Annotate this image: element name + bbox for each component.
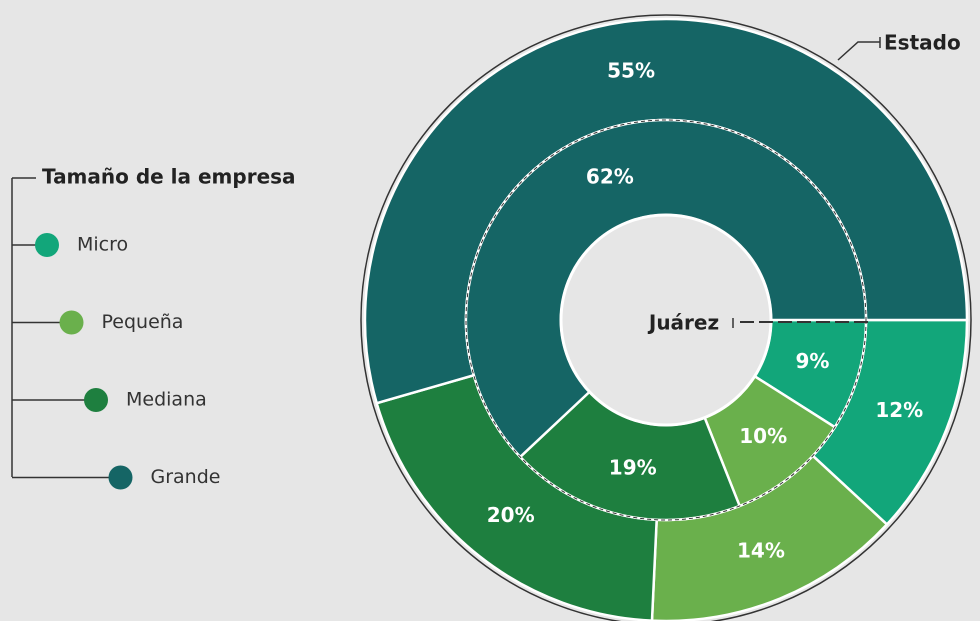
value-label: 20% bbox=[487, 503, 535, 527]
outer-border bbox=[360, 14, 972, 621]
legend-label: Pequeña bbox=[102, 311, 184, 333]
legend-label: Micro bbox=[77, 234, 128, 256]
leader-line bbox=[837, 41, 880, 61]
legend-label: Grande bbox=[151, 466, 221, 488]
value-label: 10% bbox=[739, 424, 787, 448]
hole bbox=[559, 213, 773, 427]
legend-title: Tamaño de la empresa bbox=[42, 165, 296, 189]
legend-dot bbox=[59, 310, 84, 335]
ring-label: Juárez bbox=[647, 311, 719, 335]
value-label: 12% bbox=[875, 398, 923, 422]
ring-divider bbox=[465, 119, 867, 521]
legend-label: Mediana bbox=[126, 389, 207, 411]
value-label: 62% bbox=[586, 165, 634, 189]
legend-dot bbox=[84, 388, 108, 412]
legend-dot bbox=[108, 465, 133, 490]
legend-dot bbox=[35, 233, 59, 257]
value-label: 14% bbox=[737, 538, 785, 562]
ring-label: Estado bbox=[884, 31, 961, 55]
value-label: 9% bbox=[795, 349, 829, 373]
value-label: 55% bbox=[607, 58, 655, 82]
value-label: 19% bbox=[609, 455, 657, 479]
